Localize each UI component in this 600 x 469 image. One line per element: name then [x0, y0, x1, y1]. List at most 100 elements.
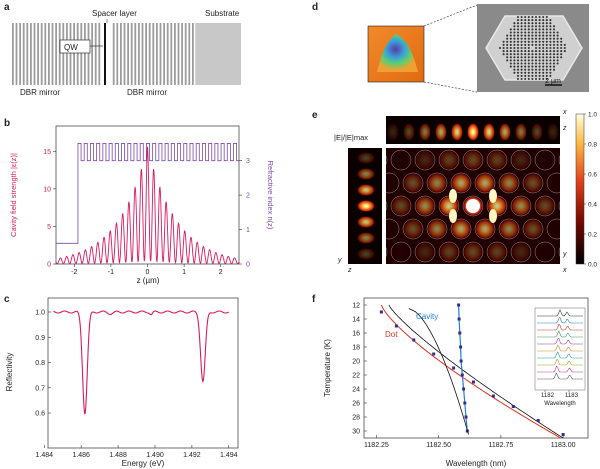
field-hotspot: [475, 173, 495, 193]
lattice-hole-outline: [522, 172, 544, 194]
lattice-hole-outline: [386, 155, 388, 165]
crystal-hole: [524, 43, 527, 46]
field-hotspot: [499, 219, 519, 239]
crystal-hole: [534, 22, 538, 25]
crystal-hole: [534, 28, 538, 31]
crystal-hole: [516, 46, 520, 50]
crystal-hole: [534, 77, 538, 81]
field-hotspot: [415, 150, 435, 170]
crystal-hole: [538, 37, 541, 40]
field-hotspot: [391, 196, 411, 216]
colorbar-ticks: 0.0 0.2 0.4 0.6 0.8 1.0: [584, 112, 597, 269]
inset-spectrum: [537, 359, 583, 366]
crystal-hole: [545, 50, 548, 53]
y-tick-label: 22: [352, 373, 360, 380]
dbr-layer: [177, 23, 180, 85]
crystal-hole: [531, 53, 534, 56]
crystal-hole: [520, 50, 523, 53]
crystal-hole: [524, 46, 527, 50]
crystal-hole: [509, 65, 512, 68]
crystal-hole: [552, 43, 556, 46]
crystal-hole: [556, 31, 559, 34]
crystal-hole: [552, 34, 556, 37]
lattice-hole-outline: [522, 218, 544, 240]
crystal-hole: [506, 59, 509, 62]
crystal-hole: [549, 43, 552, 46]
crystal-hole: [516, 19, 520, 22]
crystal-hole: [509, 46, 512, 50]
crystal-hole: [531, 56, 534, 59]
crystal-hole: [560, 43, 563, 46]
panel-c-ticks: 1.484 1.486 1.488 1.490 1.492 1.494 0.6 0.7 0.8 0…: [35, 310, 237, 460]
crystal-hole: [520, 15, 523, 19]
crystal-hole: [524, 71, 527, 74]
field-hotspot: [403, 219, 423, 239]
crystal-hole: [520, 53, 523, 56]
lattice-hole-outline: [510, 195, 532, 217]
crystal-hole: [513, 22, 516, 25]
crystal-hole: [531, 28, 534, 31]
y-tick-label: 12: [352, 303, 360, 310]
panel-d-letter: d: [312, 2, 318, 13]
crystal-hole: [520, 19, 523, 22]
crystal-hole: [506, 37, 509, 40]
crystal-hole: [534, 34, 538, 37]
lattice-hole-outline: [427, 265, 447, 285]
crystal-hole: [534, 65, 538, 68]
lattice-hole-outline: [402, 172, 424, 194]
lattice-hole-outline: [414, 149, 436, 171]
crystal-hole: [531, 65, 534, 68]
crystal-hole: [542, 65, 545, 68]
panel-b-xlabel: z (µm): [137, 276, 160, 285]
side-slice-spot: [357, 216, 375, 228]
crystal-hole: [552, 40, 556, 43]
y-tick-label: 0.8: [35, 360, 45, 367]
y-tick-right-label: 2: [246, 193, 250, 200]
lattice-hole-outline: [462, 195, 484, 217]
crystal-hole: [524, 53, 527, 56]
field-hotspot: [511, 196, 531, 216]
crystal-hole: [552, 59, 556, 62]
panel-b-ticks: -2 -1 0 1 2 0 5 10 15 0 1 2 3: [43, 149, 250, 276]
dbr-layer: [30, 23, 32, 85]
lattice-hole-outline: [386, 172, 400, 194]
field-magnitude-label: |E|/|E|max: [334, 133, 368, 142]
field-hotspot: [427, 219, 447, 239]
cavity-series-label: Cavity: [416, 312, 438, 321]
crystal-hole: [513, 71, 516, 74]
crystal-hole: [516, 15, 520, 19]
antinode: [489, 189, 497, 203]
crystal-hole: [509, 31, 512, 34]
crystal-hole: [524, 65, 527, 68]
antinode: [449, 209, 457, 223]
crystal-hole: [552, 50, 556, 53]
cavity-point: [459, 345, 463, 349]
crystal-hole: [534, 19, 538, 22]
crystal-hole: [502, 40, 505, 43]
field-hotspot: [523, 173, 543, 193]
dbr-layer: [80, 23, 83, 85]
crystal-hole: [509, 50, 512, 53]
crystal-hole: [513, 68, 516, 71]
crystal-hole: [502, 43, 505, 46]
crystal-hole: [542, 59, 545, 62]
crystal-hole: [542, 22, 545, 25]
lattice-hole-outline: [546, 172, 560, 194]
lattice-hole-outline: [462, 241, 484, 263]
dot-series-label: Dot: [385, 330, 398, 339]
crystal-hole: [520, 43, 523, 46]
crystal-hole: [516, 53, 520, 56]
crystal-hole: [531, 71, 534, 74]
axis-z-side: z: [347, 267, 352, 274]
top-slice-spot: [499, 123, 511, 141]
y-tick-label: 18: [352, 345, 360, 352]
x-tick-label: 2: [219, 269, 223, 276]
crystal-hole: [527, 65, 530, 68]
crystal-hole: [520, 25, 523, 28]
crystal-hole: [520, 74, 523, 77]
dbr-layer: [145, 23, 147, 85]
crystal-hole: [545, 74, 548, 77]
crystal-hole: [531, 68, 534, 71]
dbr-layer: [12, 23, 14, 85]
crystal-hole: [534, 74, 538, 77]
